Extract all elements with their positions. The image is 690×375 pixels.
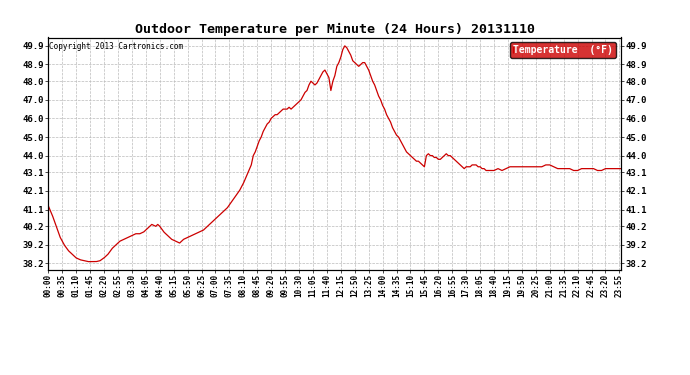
Title: Outdoor Temperature per Minute (24 Hours) 20131110: Outdoor Temperature per Minute (24 Hours…: [135, 23, 535, 36]
Legend: Temperature  (°F): Temperature (°F): [511, 42, 616, 58]
Text: Copyright 2013 Cartronics.com: Copyright 2013 Cartronics.com: [50, 42, 184, 51]
